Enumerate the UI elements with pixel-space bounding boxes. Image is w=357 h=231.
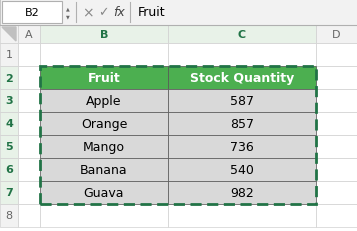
Bar <box>316 26 357 44</box>
Text: Fruit: Fruit <box>138 6 166 19</box>
Text: 8: 8 <box>5 211 12 221</box>
Bar <box>40 204 168 227</box>
Text: B: B <box>100 30 108 40</box>
Bar <box>168 26 316 44</box>
Text: 587: 587 <box>230 94 254 108</box>
Text: 540: 540 <box>230 163 254 176</box>
Bar <box>0 204 18 227</box>
Bar <box>0 158 18 181</box>
Bar <box>40 90 168 112</box>
Bar <box>168 112 316 135</box>
Text: Apple: Apple <box>86 94 122 108</box>
Bar <box>168 135 316 158</box>
Bar <box>40 112 168 135</box>
Bar <box>316 181 357 204</box>
Bar <box>40 158 168 181</box>
Bar <box>168 44 316 67</box>
Text: B2: B2 <box>25 8 39 18</box>
Text: A: A <box>25 30 33 40</box>
Bar <box>40 44 168 67</box>
Bar <box>168 135 316 158</box>
Bar <box>168 181 316 204</box>
Text: 6: 6 <box>5 165 13 175</box>
Bar <box>168 67 316 90</box>
Bar <box>40 181 168 204</box>
Bar <box>40 67 316 204</box>
Bar <box>168 90 316 112</box>
Bar <box>0 67 18 90</box>
Bar <box>168 204 316 227</box>
Text: Orange: Orange <box>81 118 127 131</box>
Bar <box>168 158 316 181</box>
Text: Guava: Guava <box>84 186 124 199</box>
Text: 5: 5 <box>5 142 13 152</box>
Bar <box>18 44 40 67</box>
Text: C: C <box>238 30 246 40</box>
Bar <box>18 181 40 204</box>
Bar <box>40 26 168 44</box>
Text: D: D <box>332 30 341 40</box>
Text: ×: × <box>82 6 94 20</box>
Text: ✓: ✓ <box>98 6 108 19</box>
Bar <box>40 112 168 135</box>
Text: 7: 7 <box>5 188 13 198</box>
Bar <box>40 67 168 90</box>
Bar <box>18 90 40 112</box>
Bar <box>316 135 357 158</box>
Text: Mango: Mango <box>83 140 125 153</box>
Bar <box>0 181 18 204</box>
Bar <box>18 26 40 44</box>
Bar <box>316 204 357 227</box>
Bar <box>0 112 18 135</box>
Bar <box>2 2 62 24</box>
Text: 4: 4 <box>5 119 13 129</box>
Bar <box>0 44 18 67</box>
Text: 736: 736 <box>230 140 254 153</box>
Text: 1: 1 <box>5 50 12 60</box>
Bar <box>0 90 18 112</box>
Bar <box>18 67 40 90</box>
Polygon shape <box>2 28 16 42</box>
Bar <box>0 135 18 158</box>
Bar <box>0 0 357 26</box>
Bar <box>40 158 168 181</box>
Text: 2: 2 <box>5 73 13 83</box>
Text: ▼: ▼ <box>66 14 70 19</box>
Bar <box>18 204 40 227</box>
Bar <box>316 90 357 112</box>
Text: ▲: ▲ <box>66 6 70 12</box>
Bar <box>316 112 357 135</box>
Bar <box>40 181 168 204</box>
Bar <box>40 135 168 158</box>
Bar <box>316 158 357 181</box>
Bar <box>316 44 357 67</box>
Bar <box>18 135 40 158</box>
Bar <box>316 67 357 90</box>
Bar <box>40 135 168 158</box>
Text: Banana: Banana <box>80 163 128 176</box>
Text: Fruit: Fruit <box>87 72 120 85</box>
Text: 982: 982 <box>230 186 254 199</box>
Bar <box>0 26 18 44</box>
Text: 3: 3 <box>5 96 13 106</box>
Bar <box>168 90 316 112</box>
Bar <box>168 181 316 204</box>
Bar <box>168 158 316 181</box>
Bar <box>168 112 316 135</box>
Text: fx: fx <box>113 6 125 19</box>
Bar <box>40 90 168 112</box>
Text: Stock Quantity: Stock Quantity <box>190 72 294 85</box>
Bar <box>18 158 40 181</box>
Bar <box>18 112 40 135</box>
Text: 857: 857 <box>230 118 254 131</box>
Bar <box>40 67 168 90</box>
Bar <box>168 67 316 90</box>
